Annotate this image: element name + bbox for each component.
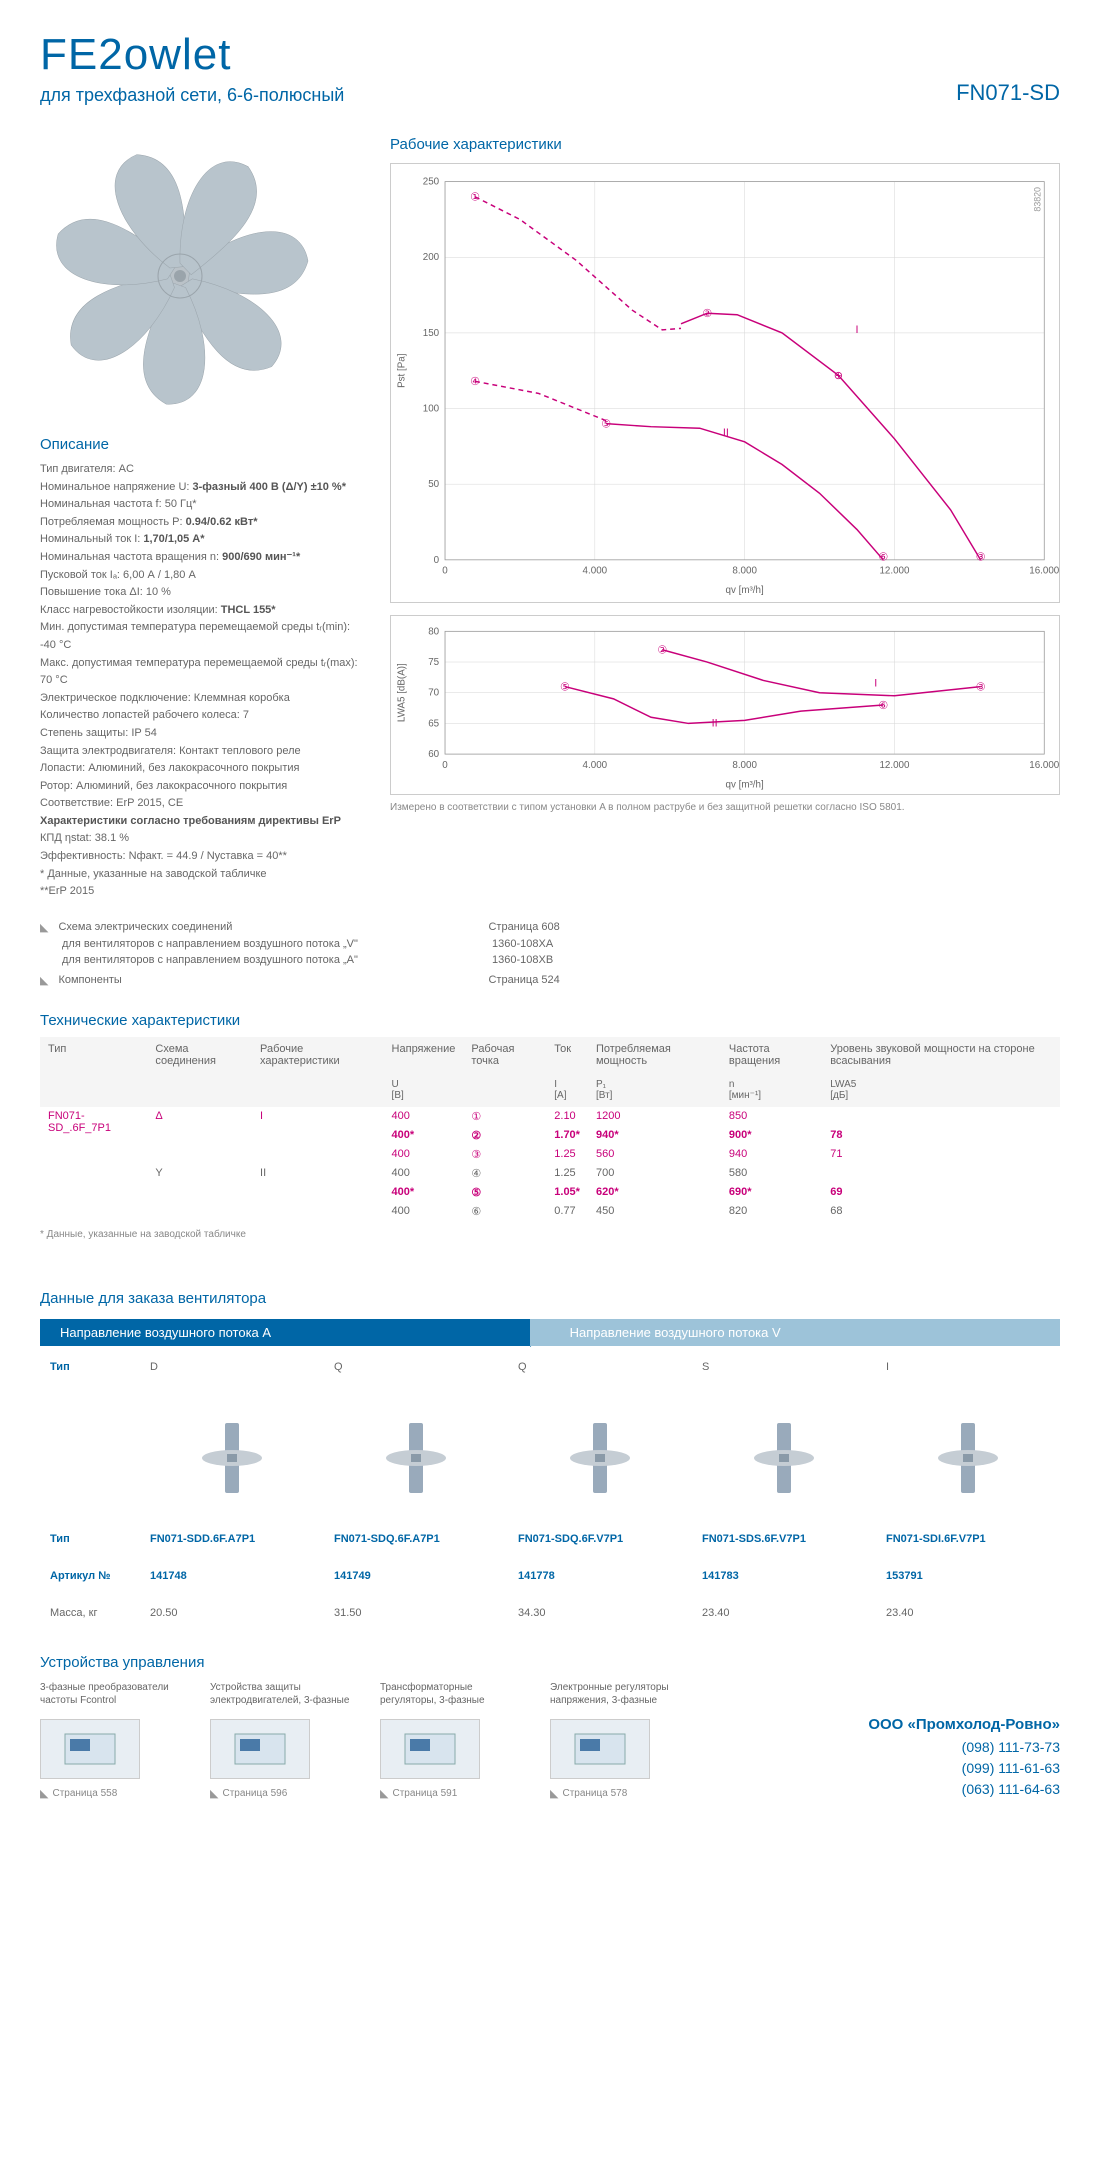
svg-text:65: 65 <box>428 718 439 729</box>
tech-table: ТипСхема соединенияРабочие характеристик… <box>40 1037 1060 1221</box>
page-header: FE2owlet для трехфазной сети, 6-6-полюсн… <box>40 30 1060 106</box>
references-block: Схема электрических соединений Страница … <box>40 921 1060 987</box>
v-label: для вентиляторов с направлением воздушно… <box>62 938 482 950</box>
bookmark-icon <box>40 974 48 987</box>
product-image <box>40 136 320 416</box>
order-tab-a: Направление воздушного потока A <box>40 1319 530 1346</box>
svg-text:250: 250 <box>423 177 440 188</box>
svg-text:③: ③ <box>976 682 986 694</box>
company-phone: (098) 111-73-73 <box>868 1737 1060 1758</box>
tech-footnote: * Данные, указанные на заводской табличк… <box>40 1229 1060 1240</box>
svg-text:4.000: 4.000 <box>583 760 608 771</box>
product-subtitle: для трехфазной сети, 6-6-полюсный <box>40 85 344 106</box>
description-body: Тип двигателя: ACНоминальное напряжение … <box>40 461 360 901</box>
order-tabs: Направление воздушного потока A Направле… <box>40 1319 1060 1346</box>
a-val: 1360-108XB <box>492 954 553 966</box>
bookmark-icon <box>40 921 48 934</box>
schema-page: Страница 608 <box>488 921 559 933</box>
svg-text:II: II <box>712 717 718 729</box>
svg-text:50: 50 <box>428 479 439 490</box>
model-code: FN071-SD <box>956 80 1060 106</box>
svg-text:⑥: ⑥ <box>878 700 888 712</box>
performance-chart: 0 4.000 8.000 12.000 16.000 0 50 100 150 200 250 qv… <box>390 163 1060 603</box>
svg-text:⑤: ⑤ <box>560 682 570 694</box>
svg-text:I: I <box>856 324 859 336</box>
svg-text:⊕: ⊕ <box>834 370 843 382</box>
svg-text:12.000: 12.000 <box>879 760 910 771</box>
svg-text:②: ② <box>657 645 667 657</box>
comp-label: Компоненты <box>58 974 478 986</box>
svg-text:②: ② <box>702 308 712 320</box>
order-tab-v: Направление воздушного потока V <box>530 1319 1060 1346</box>
noise-chart: 0 4.000 8.000 12.000 16.000 60 65 70 75 80 qv [m³/… <box>390 615 1060 795</box>
svg-text:200: 200 <box>423 252 440 263</box>
chart-footnote: Измерено в соответствии с типом установк… <box>390 801 1060 815</box>
svg-text:⑥: ⑥ <box>878 552 888 564</box>
svg-text:LWA5 [dB(A)]: LWA5 [dB(A)] <box>397 663 408 722</box>
svg-text:④: ④ <box>470 376 480 388</box>
svg-text:80: 80 <box>428 626 439 637</box>
product-title: FE2owlet <box>40 30 344 80</box>
svg-text:16.000: 16.000 <box>1029 760 1059 771</box>
svg-text:qv [m³/h]: qv [m³/h] <box>726 780 764 791</box>
svg-text:12.000: 12.000 <box>879 566 910 577</box>
svg-text:83820: 83820 <box>1032 187 1042 212</box>
company-phone: (063) 111-64-63 <box>868 1779 1060 1800</box>
svg-text:0: 0 <box>434 555 440 566</box>
company-name: ООО «Промхолод-Ровно» <box>868 1714 1060 1737</box>
controls-heading: Устройства управления <box>40 1654 868 1671</box>
description-heading: Описание <box>40 436 360 453</box>
comp-page: Страница 524 <box>488 974 559 986</box>
svg-text:⑤: ⑤ <box>601 419 611 431</box>
a-label: для вентиляторов с направлением воздушно… <box>62 954 482 966</box>
svg-text:60: 60 <box>428 749 439 760</box>
charts-heading: Рабочие характеристики <box>390 136 1060 153</box>
svg-text:4.000: 4.000 <box>583 566 608 577</box>
svg-text:qv [m³/h]: qv [m³/h] <box>726 585 764 596</box>
svg-text:150: 150 <box>423 328 440 339</box>
svg-text:①: ① <box>470 192 480 204</box>
svg-text:0: 0 <box>442 760 448 771</box>
svg-text:II: II <box>723 427 729 439</box>
svg-text:75: 75 <box>428 657 439 668</box>
svg-text:8.000: 8.000 <box>732 760 757 771</box>
company-info: ООО «Промхолод-Ровно» (098) 111-73-73 (0… <box>868 1714 1060 1800</box>
svg-text:Pst [Pa]: Pst [Pa] <box>397 353 408 388</box>
schema-label: Схема электрических соединений <box>58 921 478 933</box>
v-val: 1360-108XA <box>492 938 553 950</box>
svg-text:70: 70 <box>428 688 439 699</box>
svg-text:8.000: 8.000 <box>732 566 757 577</box>
svg-text:0: 0 <box>442 566 448 577</box>
tech-heading: Технические характеристики <box>40 1012 1060 1029</box>
company-phone: (099) 111-61-63 <box>868 1758 1060 1779</box>
svg-text:I: I <box>874 678 877 690</box>
svg-text:③: ③ <box>976 552 986 564</box>
svg-text:16.000: 16.000 <box>1029 566 1059 577</box>
order-heading: Данные для заказа вентилятора <box>40 1290 1060 1307</box>
svg-text:100: 100 <box>423 403 440 414</box>
